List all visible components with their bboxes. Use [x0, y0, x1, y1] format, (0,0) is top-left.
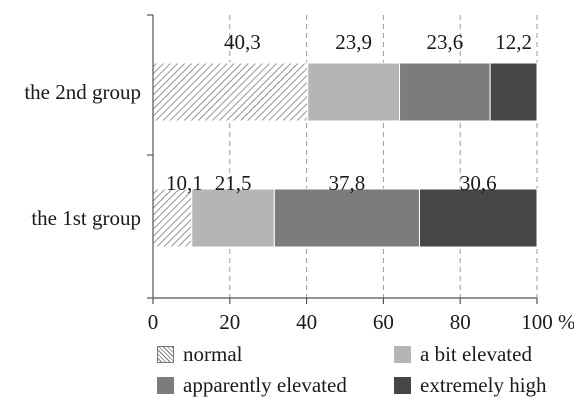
legend: normal a bit elevated apparently elevated e…: [0, 336, 574, 403]
x-tick-label-20: 20: [219, 310, 240, 334]
bar-segment-1-3: [399, 62, 491, 122]
x-tick-label-40: 40: [296, 310, 317, 334]
value-label-2-1: 10,1: [166, 171, 203, 195]
category-label-2: the 1st group: [31, 206, 141, 230]
bar-segment-2-4: [418, 188, 538, 248]
legend-item-3: apparently elevated: [157, 373, 347, 398]
legend-swatch-1: [157, 346, 174, 363]
value-label-1-2: 23,9: [335, 30, 372, 54]
legend-swatch-3: [157, 377, 174, 394]
bar-segment-2-2: [191, 188, 275, 248]
category-label-1: the 2nd group: [24, 80, 141, 104]
legend-item-4: extremely high: [394, 373, 547, 398]
bars: [152, 62, 538, 248]
value-label-2-4: 30,6: [460, 171, 497, 195]
legend-label-3: apparently elevated: [183, 373, 347, 397]
value-label-1-4: 12,2: [495, 30, 532, 54]
legend-swatch-2: [394, 346, 411, 363]
x-tick-label-100: 100: [521, 310, 553, 334]
legend-label-2: a bit elevated: [420, 342, 532, 366]
value-label-2-2: 21,5: [215, 171, 252, 195]
axes: 0 20 40 60 80 100%: [147, 14, 574, 334]
x-tick-label-80: 80: [450, 310, 471, 334]
bar-segment-2-1: [152, 188, 193, 248]
stacked-bar-chart: 0 20 40 60 80 100% 40,3 23,9 23,6 12,2 the 2nd gr…: [24, 14, 574, 334]
data-labels: 40,3 23,9 23,6 12,2 the 2nd group 10,1 21,5 37,…: [24, 30, 532, 230]
x-tick-label-0: 0: [148, 310, 159, 334]
value-label-1-1: 40,3: [224, 30, 261, 54]
x-unit-label: %: [558, 310, 574, 334]
legend-item-2: a bit elevated: [394, 342, 532, 367]
legend-label-1: normal: [183, 342, 243, 366]
bar-segment-2-3: [273, 188, 420, 248]
legend-item-1: normal: [157, 342, 242, 367]
bar-segment-1-1: [152, 62, 309, 122]
gridlines: [229, 15, 538, 298]
value-label-1-3: 23,6: [426, 30, 463, 54]
x-tick-label-60: 60: [373, 310, 394, 334]
bar-segment-1-4: [489, 62, 538, 122]
legend-swatch-4: [394, 377, 411, 394]
bar-segment-1-2: [307, 62, 401, 122]
legend-label-4: extremely high: [420, 373, 547, 397]
value-label-2-3: 37,8: [329, 171, 366, 195]
